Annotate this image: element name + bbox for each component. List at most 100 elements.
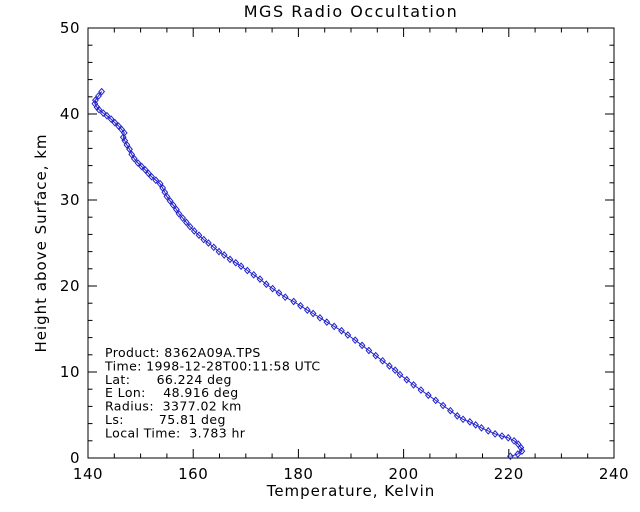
data-point-marker <box>173 205 180 214</box>
data-point-marker <box>365 346 373 355</box>
data-point-marker <box>98 87 106 96</box>
data-point-marker <box>237 262 245 271</box>
data-point-marker <box>210 243 218 252</box>
data-point-marker <box>182 218 190 227</box>
data-point-marker <box>309 309 317 318</box>
data-point-marker <box>126 145 133 154</box>
x-tick-label: 140 <box>73 465 103 483</box>
x-axis-label: Temperature, Kelvin <box>266 482 436 500</box>
data-point-marker <box>507 452 514 461</box>
data-point-marker <box>220 251 228 259</box>
data-point-marker <box>186 222 194 231</box>
y-axis-label: Height above Surface, km <box>32 133 50 352</box>
data-point-marker <box>358 341 366 350</box>
data-point-marker <box>510 436 518 445</box>
annotation-line: Lat: 66.224 deg <box>105 372 232 387</box>
data-point-marker <box>111 118 119 127</box>
data-point-marker <box>410 381 417 389</box>
data-point-marker <box>152 176 160 185</box>
annotation-line: Radius: 3377.02 km <box>105 399 242 414</box>
data-point-marker <box>330 322 338 331</box>
data-point-marker <box>95 92 102 100</box>
data-point-marker <box>379 356 386 365</box>
annotation-line: E Lon: 48.916 deg <box>105 385 239 400</box>
plot-frame <box>87 27 615 459</box>
y-tick-label: 50 <box>60 19 80 37</box>
data-point-marker <box>115 122 122 130</box>
data-point-marker <box>518 447 526 455</box>
data-point-marker <box>491 430 499 438</box>
data-point-marker <box>472 421 480 429</box>
data-point-marker <box>275 289 283 297</box>
data-point-marker <box>281 293 289 302</box>
axis-ticks <box>87 27 615 459</box>
data-point-marker <box>148 172 156 181</box>
data-point-marker <box>478 424 485 432</box>
data-point-marker <box>200 235 208 244</box>
profile-line <box>94 91 523 457</box>
data-point-marker <box>156 179 164 188</box>
x-tick-label: 220 <box>494 465 524 483</box>
x-tick-label: 200 <box>389 465 419 483</box>
data-series-temperature-profile <box>91 87 526 461</box>
y-tick-label: 40 <box>60 105 80 123</box>
data-point-marker <box>386 362 393 370</box>
data-point-marker <box>244 266 251 275</box>
data-point-marker <box>138 162 146 171</box>
data-point-marker <box>316 313 324 322</box>
data-point-marker <box>504 433 512 442</box>
data-point-marker <box>396 370 404 379</box>
data-point-marker <box>190 227 198 235</box>
data-point-marker <box>215 247 223 256</box>
annotation-line: Local Time: 3.783 hr <box>105 425 246 440</box>
data-point-marker <box>134 159 142 167</box>
data-point-marker <box>303 306 311 314</box>
data-point-marker <box>459 415 467 424</box>
data-point-marker <box>92 96 99 105</box>
data-point-marker <box>417 386 425 394</box>
data-point-marker <box>141 166 149 174</box>
data-point-marker <box>130 154 138 163</box>
data-point-marker <box>338 326 345 335</box>
annotation-line: Time: 1998-12-28T00:11:58 UTC <box>104 358 321 373</box>
data-point-marker <box>256 275 264 283</box>
data-point-marker <box>514 450 522 458</box>
y-tick-label: 0 <box>70 449 80 467</box>
axis-tick-labels: 140 160 180 200 220 240 0 10 20 30 40 50 <box>60 19 629 483</box>
data-point-marker <box>269 284 276 293</box>
data-point-marker <box>119 133 127 142</box>
data-point-marker <box>226 255 234 264</box>
data-point-marker <box>297 301 304 310</box>
data-point-marker <box>424 391 432 400</box>
data-point-marker <box>163 192 171 201</box>
data-point-marker <box>262 280 270 289</box>
data-point-marker <box>250 270 258 279</box>
y-tick-label: 30 <box>60 191 80 209</box>
data-point-marker <box>372 351 380 360</box>
y-tick-label: 10 <box>60 363 80 381</box>
data-point-marker <box>290 297 298 306</box>
data-point-marker <box>123 141 131 149</box>
y-tick-label: 20 <box>60 277 80 295</box>
data-point-marker <box>128 150 136 159</box>
data-point-marker <box>391 366 399 375</box>
data-point-marker <box>323 318 331 326</box>
data-point-marker <box>195 231 203 240</box>
data-point-marker <box>169 201 177 210</box>
x-tick-label: 160 <box>178 465 208 483</box>
data-point-marker <box>484 427 492 435</box>
data-point-marker <box>466 418 474 426</box>
data-point-marker <box>439 401 447 410</box>
data-point-marker <box>107 115 115 124</box>
x-tick-label: 180 <box>283 465 313 483</box>
data-point-marker <box>99 109 107 118</box>
data-point-marker <box>403 375 411 384</box>
data-point-marker <box>498 432 506 440</box>
data-point-marker <box>453 411 461 420</box>
data-point-marker <box>232 258 240 267</box>
data-point-marker <box>432 396 440 405</box>
data-point-marker <box>175 209 183 218</box>
data-point-marker <box>95 105 103 114</box>
